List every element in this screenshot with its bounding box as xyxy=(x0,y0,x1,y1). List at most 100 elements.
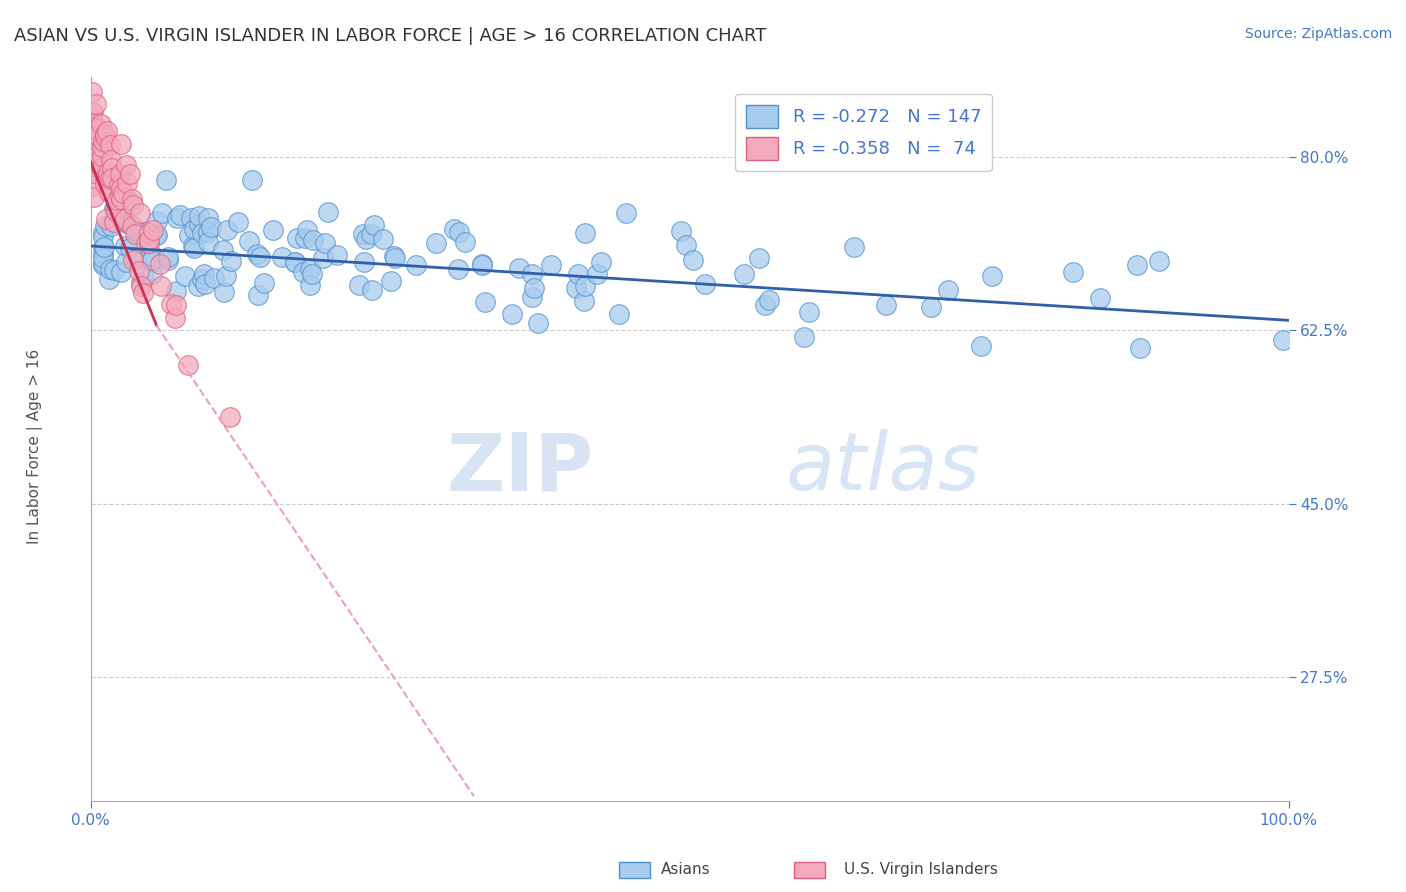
Point xyxy=(129,279,152,293)
Point xyxy=(191,272,214,286)
Point xyxy=(312,251,335,265)
Point xyxy=(132,285,155,300)
Point xyxy=(194,277,217,292)
Point xyxy=(471,257,494,271)
Point xyxy=(292,265,315,279)
Point xyxy=(301,267,323,281)
Point xyxy=(115,158,138,172)
Point xyxy=(219,410,242,425)
Point xyxy=(91,255,114,269)
Point xyxy=(574,279,596,293)
Point xyxy=(526,317,548,331)
Point xyxy=(197,225,219,239)
Point xyxy=(226,214,249,228)
Point xyxy=(174,268,197,283)
Point xyxy=(146,214,169,228)
Point xyxy=(215,268,238,283)
Point xyxy=(1125,258,1147,272)
Point xyxy=(682,253,704,268)
Point xyxy=(159,297,181,311)
Point xyxy=(799,305,821,319)
Point xyxy=(1147,254,1170,268)
Point xyxy=(253,277,276,291)
Point xyxy=(283,255,305,269)
Point xyxy=(349,278,371,293)
Point xyxy=(157,252,180,267)
Point xyxy=(103,202,125,216)
Point xyxy=(285,231,308,245)
Point xyxy=(150,279,173,293)
Point xyxy=(100,171,122,186)
Point xyxy=(166,211,188,226)
Point xyxy=(149,257,172,271)
Point xyxy=(793,329,815,343)
Point xyxy=(100,219,122,233)
Point xyxy=(299,278,322,293)
Point xyxy=(105,203,128,218)
Point xyxy=(80,164,103,178)
Point xyxy=(242,173,264,187)
Point xyxy=(508,260,530,275)
Point xyxy=(169,209,191,223)
Point xyxy=(758,293,780,308)
Point xyxy=(91,252,114,266)
Point xyxy=(1088,291,1111,305)
Point xyxy=(91,134,114,148)
Point xyxy=(271,250,294,264)
Text: atlas: atlas xyxy=(786,429,980,508)
Point xyxy=(585,267,607,281)
Point xyxy=(84,149,107,163)
Point xyxy=(294,230,316,244)
Point xyxy=(970,339,993,353)
Point xyxy=(249,251,271,265)
Point xyxy=(425,236,447,251)
Point xyxy=(94,177,117,191)
Point xyxy=(142,223,165,237)
Point xyxy=(295,223,318,237)
Point xyxy=(981,268,1004,283)
Point xyxy=(100,161,122,175)
Point xyxy=(93,130,115,145)
Point xyxy=(449,225,471,239)
Legend: R = -0.272   N = 147, R = -0.358   N =  74: R = -0.272 N = 147, R = -0.358 N = 74 xyxy=(735,94,993,170)
Point xyxy=(138,235,160,250)
Point xyxy=(110,265,132,279)
Point xyxy=(380,274,402,288)
Point xyxy=(733,267,755,281)
Point xyxy=(875,297,897,311)
Point xyxy=(141,253,163,268)
Point xyxy=(361,283,384,297)
Point xyxy=(82,104,104,119)
Point xyxy=(105,193,128,207)
Point xyxy=(238,234,260,248)
Point xyxy=(502,307,524,321)
Point xyxy=(326,248,349,262)
Point xyxy=(96,124,118,138)
Point xyxy=(316,204,339,219)
Point xyxy=(669,224,692,238)
Point xyxy=(567,267,589,281)
Point xyxy=(120,167,142,181)
Point xyxy=(80,147,103,161)
Point xyxy=(353,254,375,268)
Point xyxy=(520,290,543,304)
Point xyxy=(614,206,637,220)
Point xyxy=(212,285,235,300)
Point xyxy=(128,264,150,278)
Point xyxy=(197,235,219,249)
Point xyxy=(754,298,776,312)
Point xyxy=(314,235,336,250)
Point xyxy=(1129,341,1152,355)
Point xyxy=(115,176,138,190)
Point xyxy=(82,145,104,160)
Text: Source: ZipAtlas.com: Source: ZipAtlas.com xyxy=(1244,27,1392,41)
Point xyxy=(114,239,136,253)
Text: In Labor Force | Age > 16: In Labor Force | Age > 16 xyxy=(27,349,44,543)
Point xyxy=(748,252,770,266)
Point xyxy=(80,106,103,120)
Point xyxy=(217,223,239,237)
Point xyxy=(246,288,269,302)
Point xyxy=(447,261,470,276)
Point xyxy=(124,227,146,241)
Point xyxy=(188,209,211,223)
